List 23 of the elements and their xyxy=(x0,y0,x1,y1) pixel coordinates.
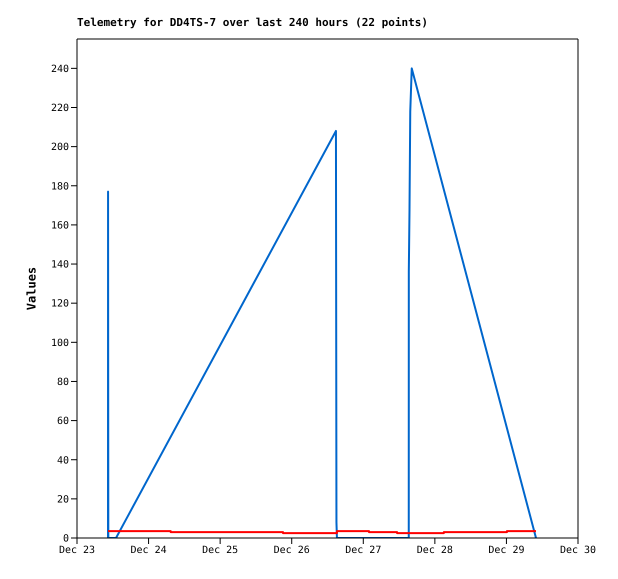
x-tick-label: Dec 23 xyxy=(58,545,96,556)
x-tick-label: Dec 26 xyxy=(274,545,310,556)
x-tick-label: Dec 24 xyxy=(130,545,167,556)
x-tick-label: Dec 29 xyxy=(488,545,524,556)
y-tick-label: 180 xyxy=(50,181,69,192)
y-tick-label: 60 xyxy=(56,416,69,428)
y-tick-label: 120 xyxy=(50,298,69,310)
y-tick-label: 20 xyxy=(56,494,69,506)
y-tick-label: 0 xyxy=(62,534,69,545)
y-tick-label: 100 xyxy=(50,338,69,349)
y-tick-label: 220 xyxy=(50,103,69,114)
x-tick-label: Dec 28 xyxy=(416,545,453,556)
y-axis-title: Values xyxy=(24,266,38,310)
y-tick-label: 80 xyxy=(56,377,69,388)
y-tick-label: 140 xyxy=(50,260,69,271)
chart-title: Telemetry for DD4TS-7 over last 240 hours (22 points) xyxy=(76,15,429,31)
y-tick-label: 160 xyxy=(50,220,69,232)
y-tick-label: 40 xyxy=(56,455,69,466)
x-tick-label: Dec 30 xyxy=(560,545,596,556)
x-tick-label: Dec 25 xyxy=(202,545,238,556)
y-tick-label: 200 xyxy=(50,142,69,154)
y-tick-label: 240 xyxy=(50,64,69,75)
x-tick-label: Dec 27 xyxy=(345,545,382,556)
